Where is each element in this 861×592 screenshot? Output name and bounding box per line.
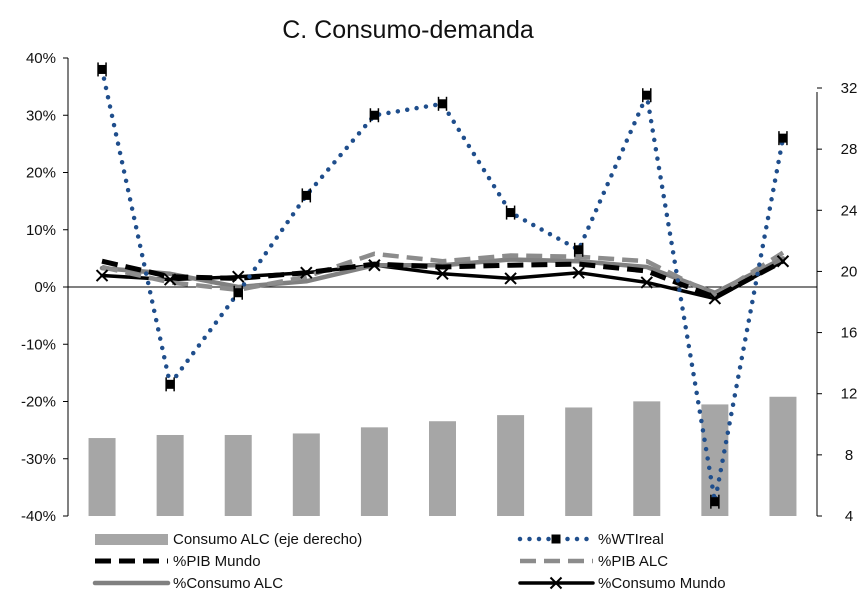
consumo-mundo-marker xyxy=(776,255,790,268)
wti-marker xyxy=(97,64,107,74)
right-tick-label: 12 xyxy=(841,386,858,403)
left-tick-label: 0% xyxy=(34,279,56,296)
consumo-mundo-marker xyxy=(95,269,109,282)
legend-label: %PIB ALC xyxy=(598,553,668,570)
consumo-mundo-marker xyxy=(300,266,313,279)
left-tick-label: -20% xyxy=(21,394,56,411)
legend-label: %Consumo Mundo xyxy=(598,575,726,592)
legend-symbol xyxy=(517,534,596,544)
bar-5 xyxy=(360,427,388,516)
bars-layer xyxy=(88,396,797,516)
legend-label: %Consumo ALC xyxy=(173,575,283,592)
bar-9 xyxy=(633,401,661,516)
wti-marker xyxy=(778,133,788,143)
bar-1 xyxy=(88,438,116,516)
right-tick-label: 32 xyxy=(841,80,858,97)
right-tick-label: 4 xyxy=(845,508,853,525)
legend-label: %PIB Mundo xyxy=(173,553,261,570)
chart-title: C. Consumo-demanda xyxy=(282,16,534,44)
wti-marker xyxy=(438,99,447,109)
left-tick-label: 30% xyxy=(26,107,56,124)
legend-label: %WTIreal xyxy=(598,531,664,548)
legend: Consumo ALC (eje derecho) %WTIreal %PIB Mu… xyxy=(92,531,726,592)
consumo-mundo-marker xyxy=(232,270,245,283)
wti-marker xyxy=(369,110,379,120)
right-tick-label: 24 xyxy=(841,202,858,219)
consumo-mundo-marker xyxy=(163,273,177,286)
consumo-mundo-marker xyxy=(368,259,381,272)
wti-marker xyxy=(642,90,652,100)
left-tick-label: -10% xyxy=(21,336,56,353)
wti-marker xyxy=(301,190,311,200)
consumo-mundo-marker xyxy=(572,266,585,279)
bar-11 xyxy=(769,396,797,516)
axes-layer: -40% -30% -20% -10% 0% 10% 20% 30% 40% 4 8 12 16 20 24… xyxy=(21,50,857,525)
bar-3 xyxy=(224,434,252,516)
bar-8 xyxy=(565,407,593,516)
right-tick-label: 8 xyxy=(845,447,853,464)
lines-layer xyxy=(95,62,790,509)
legend-symbol xyxy=(518,576,595,590)
consumo-mundo-marker xyxy=(436,267,449,281)
left-tick-label: 40% xyxy=(26,50,56,67)
wti-marker xyxy=(233,288,243,298)
series-line-pib-mundo xyxy=(101,258,785,300)
bar-7 xyxy=(497,415,525,516)
bar-4 xyxy=(292,433,320,516)
legend-symbol xyxy=(95,534,168,545)
wti-marker xyxy=(506,208,516,218)
series-line-pib-alc xyxy=(101,250,785,298)
left-tick-label: -30% xyxy=(21,451,56,468)
left-tick-label: -40% xyxy=(21,508,56,525)
left-tick-label: 10% xyxy=(26,222,56,239)
left-tick-label: 20% xyxy=(26,165,56,182)
consumo-mundo-marker xyxy=(640,276,653,289)
legend-label: Consumo ALC (eje derecho) xyxy=(173,531,362,548)
consumo-mundo-marker xyxy=(504,272,517,285)
consumo-mundo-marker xyxy=(708,292,722,305)
right-tick-label: 20 xyxy=(841,263,858,280)
right-tick-label: 16 xyxy=(841,325,858,342)
right-tick-label: 28 xyxy=(841,141,858,158)
wti-marker xyxy=(710,497,720,507)
bar-2 xyxy=(156,434,184,516)
wti-marker xyxy=(574,245,584,255)
bar-6 xyxy=(429,421,456,516)
wti-marker xyxy=(165,379,175,389)
